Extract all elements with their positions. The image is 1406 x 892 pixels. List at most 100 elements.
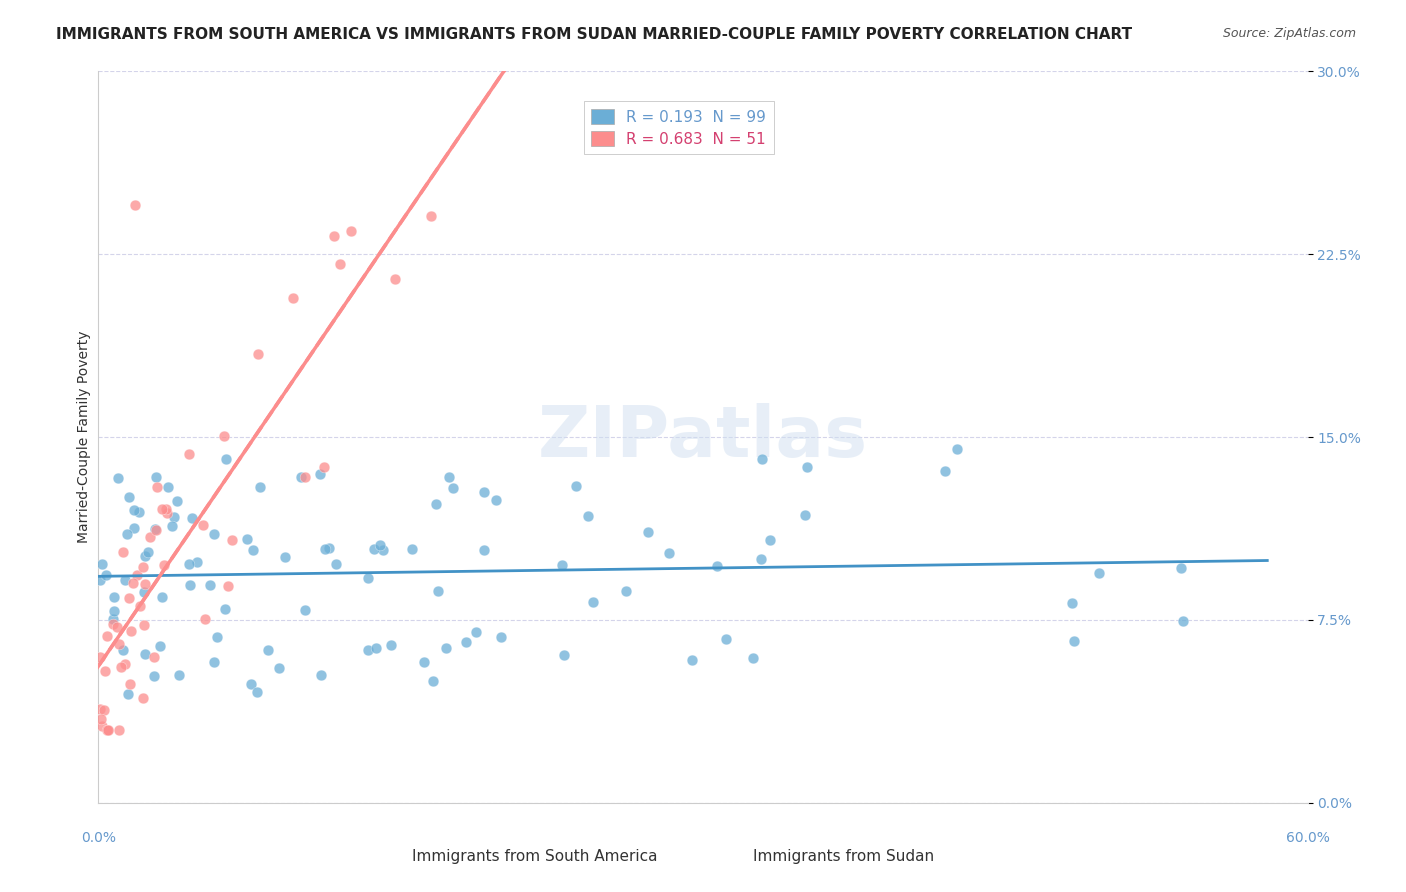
Text: 60.0%: 60.0% <box>1285 831 1330 846</box>
Point <box>134 577 156 591</box>
Point <box>145 470 167 484</box>
Point <box>198 578 221 592</box>
Text: Source: ZipAtlas.com: Source: ZipAtlas.com <box>1223 27 1357 40</box>
Point <box>420 209 443 223</box>
Point <box>384 272 406 286</box>
Point <box>150 501 173 516</box>
Point <box>110 660 132 674</box>
Point <box>89 701 111 715</box>
Point <box>128 505 150 519</box>
Point <box>215 452 238 467</box>
Point <box>214 429 236 443</box>
Point <box>121 576 143 591</box>
Point <box>91 719 114 733</box>
Point <box>105 620 128 634</box>
Point <box>370 537 392 551</box>
Point <box>281 291 304 305</box>
Point <box>363 541 385 556</box>
Point <box>143 522 166 536</box>
Point <box>217 579 239 593</box>
Point <box>207 631 229 645</box>
Point <box>582 595 605 609</box>
Point <box>322 229 344 244</box>
Point <box>221 533 243 547</box>
Point <box>90 557 112 571</box>
Point <box>357 571 380 585</box>
Point <box>564 478 586 492</box>
Point <box>472 542 495 557</box>
Point <box>551 558 574 573</box>
Point <box>177 447 200 461</box>
Point <box>132 585 155 599</box>
Point <box>364 640 387 655</box>
Point <box>325 557 347 571</box>
Point <box>202 527 225 541</box>
Point <box>318 541 340 556</box>
Point <box>93 703 115 717</box>
Point <box>553 648 575 662</box>
Point <box>294 603 316 617</box>
Point <box>108 723 131 737</box>
Point <box>122 521 145 535</box>
Point <box>274 549 297 564</box>
Point <box>117 591 139 606</box>
Point <box>945 442 967 456</box>
Point <box>242 543 264 558</box>
Point <box>484 492 506 507</box>
Point <box>441 481 464 495</box>
Point <box>156 506 179 520</box>
Point <box>89 649 111 664</box>
Point <box>401 542 423 557</box>
Point <box>247 346 270 360</box>
Y-axis label: Married-Couple Family Poverty: Married-Couple Family Poverty <box>77 331 91 543</box>
Point <box>143 668 166 682</box>
Point <box>97 723 120 737</box>
Point <box>129 599 152 613</box>
Point <box>1060 597 1083 611</box>
Point <box>134 549 156 564</box>
Point <box>742 651 765 665</box>
Text: IMMIGRANTS FROM SOUTH AMERICA VS IMMIGRANTS FROM SUDAN MARRIED-COUPLE FAMILY POV: IMMIGRANTS FROM SOUTH AMERICA VS IMMIGRA… <box>56 27 1132 42</box>
Point <box>1173 614 1195 628</box>
Point <box>191 518 214 533</box>
Point <box>422 674 444 689</box>
Point <box>122 503 145 517</box>
Point <box>235 532 257 546</box>
Point <box>132 690 155 705</box>
Point <box>246 685 269 699</box>
Point <box>117 688 139 702</box>
Point <box>125 567 148 582</box>
Point <box>796 460 818 475</box>
Text: ZIPatlas: ZIPatlas <box>538 402 868 472</box>
Point <box>249 480 271 494</box>
Point <box>181 511 204 525</box>
Text: Immigrants from South America: Immigrants from South America <box>412 849 657 863</box>
Point <box>186 555 208 569</box>
Point <box>204 655 226 669</box>
Point <box>214 601 236 615</box>
Point <box>1063 634 1085 648</box>
Point <box>637 525 659 540</box>
Point <box>309 668 332 682</box>
Point <box>112 545 135 559</box>
Point <box>89 573 111 587</box>
Point <box>657 546 679 560</box>
Point <box>134 647 156 661</box>
Point <box>793 508 815 523</box>
Point <box>145 523 167 537</box>
Point <box>312 460 335 475</box>
Point <box>112 643 135 657</box>
Point <box>177 557 200 571</box>
Point <box>160 519 183 533</box>
Point <box>163 510 186 524</box>
Point <box>153 558 176 573</box>
Point <box>614 583 637 598</box>
Point <box>329 257 352 271</box>
Point <box>472 484 495 499</box>
Point <box>681 653 703 667</box>
Point <box>434 641 457 656</box>
Point <box>117 490 139 504</box>
Point <box>294 470 316 484</box>
Point <box>934 464 956 478</box>
Point <box>96 723 118 737</box>
